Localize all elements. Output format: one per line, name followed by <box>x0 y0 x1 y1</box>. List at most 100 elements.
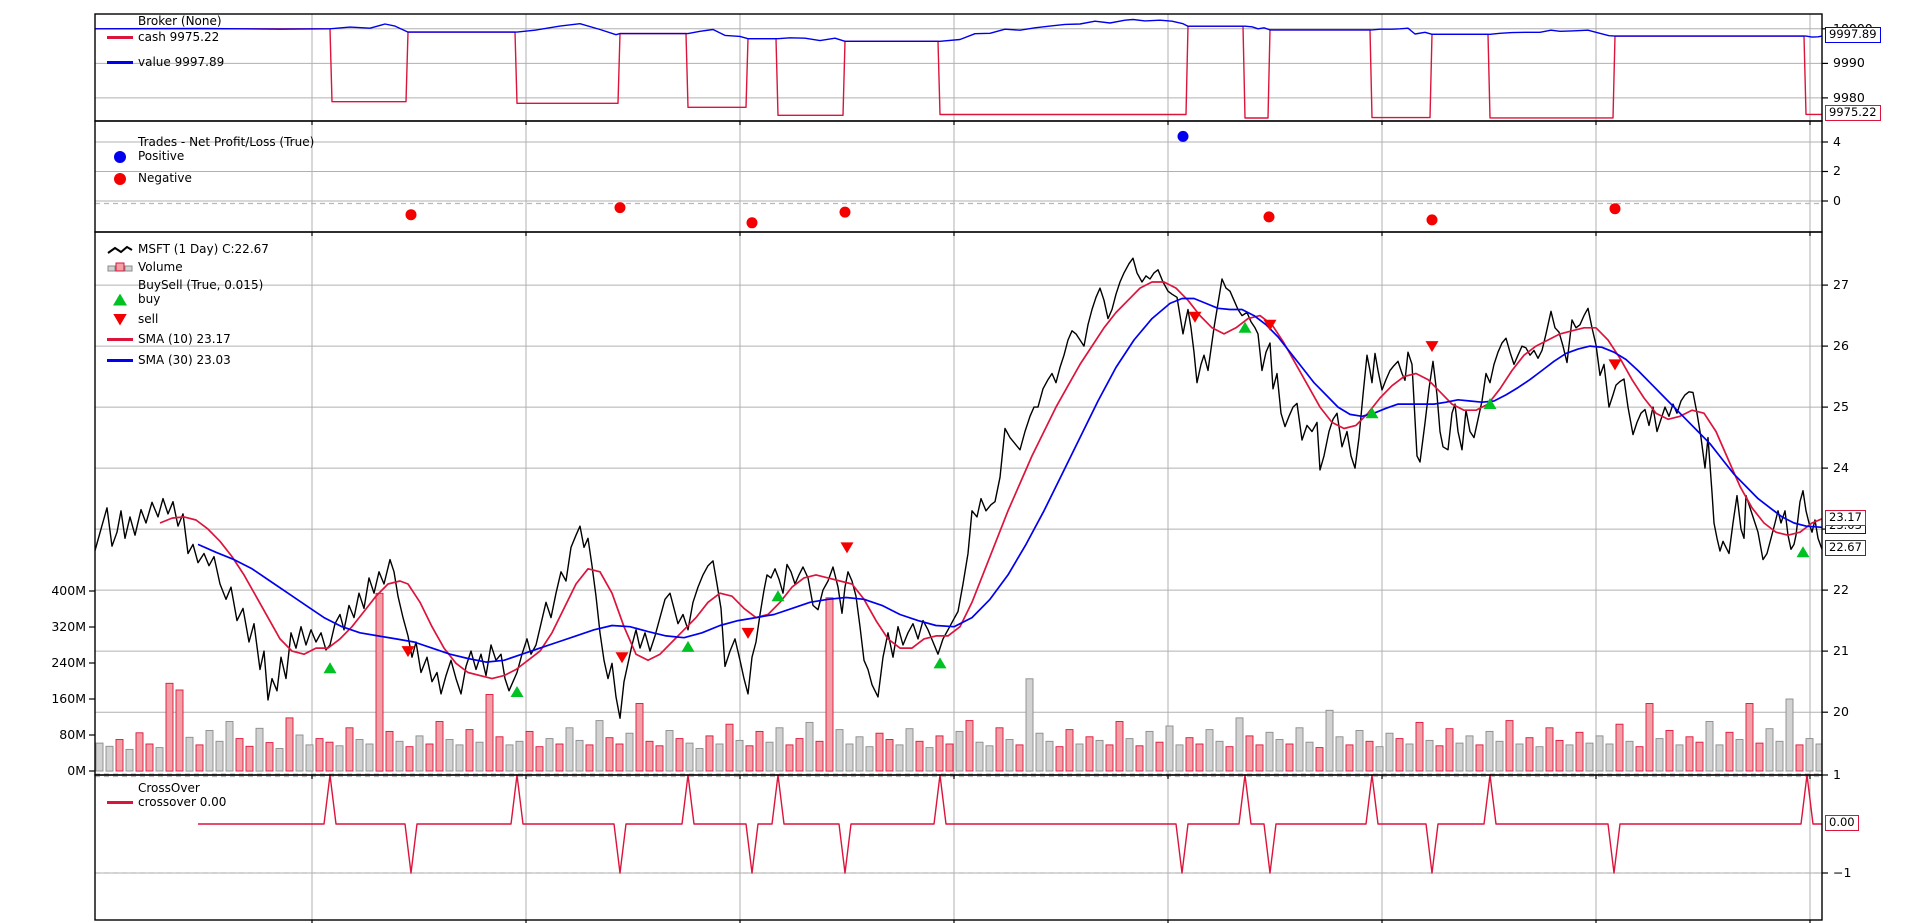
volume-bar <box>795 738 804 772</box>
volume-bar <box>185 736 194 772</box>
msft-close-line <box>94 257 1823 719</box>
volume-bar <box>1715 744 1724 772</box>
sell-marker <box>401 646 415 658</box>
volume-bar <box>525 730 534 772</box>
volume-bar <box>1555 739 1564 772</box>
volume-bar <box>315 738 324 772</box>
volume-bar <box>1795 744 1804 772</box>
volume-bar <box>595 720 604 772</box>
volume-bar <box>615 743 624 772</box>
trade-dot-positive <box>1177 130 1189 142</box>
volume-bar <box>1775 740 1784 772</box>
buy-legend-label: buy <box>138 292 161 306</box>
volume-bar <box>1275 739 1284 772</box>
buy-marker <box>681 640 695 652</box>
volume-bar <box>1665 730 1674 772</box>
volume-bar <box>905 728 914 772</box>
legend-row: value 9997.89 <box>102 56 224 69</box>
volume-bar <box>1055 746 1064 772</box>
volume-bar <box>1335 736 1344 772</box>
volume-bar <box>515 740 524 772</box>
trade-dot-negative <box>1426 214 1438 226</box>
msft-legend-label: MSFT (1 Day) C:22.67 <box>138 242 269 256</box>
volume-bar <box>445 739 454 772</box>
volume-bar <box>1065 729 1074 772</box>
volume-bar <box>805 721 814 772</box>
volume-bar <box>1105 744 1114 772</box>
volume-bar <box>1215 740 1224 772</box>
volume-bar <box>855 736 864 772</box>
volume-bar <box>685 742 694 772</box>
price-zigzag-icon <box>102 244 138 256</box>
price-legend: MSFT (1 Day) C:22.67 Volume BuySell (Tru… <box>102 243 269 367</box>
volume-bar <box>275 748 284 772</box>
volume-bar <box>565 727 574 772</box>
volume-bar <box>1745 703 1754 772</box>
trades-panel-bg <box>95 121 1822 232</box>
volume-bar <box>1015 744 1024 772</box>
buy-marker <box>1238 321 1252 333</box>
volume-bar <box>1615 723 1624 772</box>
volume-bar <box>945 743 954 772</box>
volume-bar <box>1035 732 1044 772</box>
volume-bar <box>365 743 374 772</box>
sell-marker <box>1608 359 1622 371</box>
volume-bar <box>425 743 434 772</box>
broker-panel-bg <box>95 14 1822 121</box>
volume-bar <box>1725 731 1734 772</box>
volume-bar <box>335 745 344 772</box>
volume-bar <box>965 720 974 772</box>
volume-bar <box>1385 732 1394 772</box>
volume-bar <box>295 734 304 772</box>
volume-bar <box>925 747 934 772</box>
volume-bar <box>435 721 444 772</box>
volume-bar <box>655 745 664 772</box>
sma-10--line <box>159 281 1823 680</box>
cash-line <box>95 25 1822 119</box>
sma30-line-swatch-icon <box>107 359 133 362</box>
volume-bar <box>955 730 964 772</box>
volume-bar <box>1435 745 1444 772</box>
volume-bar <box>1235 717 1244 772</box>
volume-bar <box>1355 730 1364 772</box>
trades-legend: Trades - Net Profit/Loss (True) Positive… <box>102 136 314 185</box>
trade-dot-negative <box>746 217 758 229</box>
sma-30--line <box>197 297 1823 663</box>
volume-bar <box>765 741 774 772</box>
buy-marker <box>323 662 337 674</box>
volume-bar <box>1735 739 1744 772</box>
sell-marker <box>741 627 755 639</box>
volume-bar <box>935 735 944 772</box>
volume-bar <box>1425 739 1434 772</box>
volume-bar <box>205 730 214 772</box>
volume-bar <box>835 729 844 772</box>
crossover-legend-title: CrossOver <box>138 781 200 795</box>
volume-bar <box>405 746 414 772</box>
volume-bar <box>915 740 924 772</box>
volume-bar <box>815 740 824 772</box>
volume-bar <box>1815 743 1823 772</box>
volume-bar <box>995 727 1004 772</box>
crossover-legend: CrossOver crossover 0.00 <box>102 782 226 809</box>
volume-bar <box>1655 738 1664 772</box>
volume-bar <box>1255 744 1264 772</box>
volume-bar <box>605 737 614 772</box>
volume-bar <box>1165 725 1174 772</box>
sell-marker <box>1188 311 1202 323</box>
volume-bar <box>675 738 684 772</box>
volume-bar <box>1185 737 1194 772</box>
volume-bar <box>375 592 384 772</box>
buy-marker <box>933 657 947 669</box>
volume-bar <box>1635 746 1644 772</box>
crossover-line-swatch-icon <box>107 801 133 804</box>
volume-bar <box>1625 740 1634 772</box>
volume-bar <box>985 745 994 772</box>
buy-marker <box>510 686 524 698</box>
volume-bar <box>1085 736 1094 772</box>
volume-bar <box>1805 738 1814 772</box>
volume-bar <box>395 740 404 772</box>
volume-bar <box>245 745 254 772</box>
volume-bar <box>225 721 234 772</box>
volume-bar <box>1685 736 1694 772</box>
